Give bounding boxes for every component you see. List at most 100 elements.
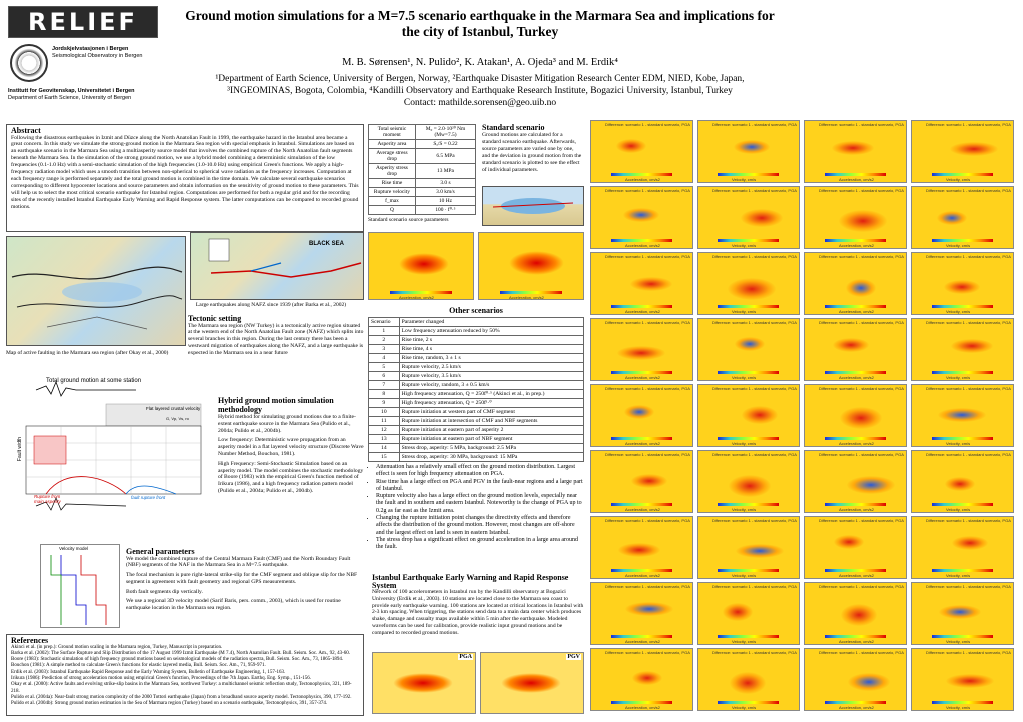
scenario-parameter: Rise time, 2 s [398, 335, 585, 345]
difference-map-title: Difference: scenario 1 - standard scenar… [926, 320, 1011, 325]
params-row: Asperity stress drop 13 MPa [368, 163, 477, 179]
difference-map-title: Difference: scenario 1 - standard scenar… [712, 254, 797, 259]
difference-blob [939, 605, 981, 619]
param-name: Q [368, 205, 416, 215]
hybrid-diagram-svg [25, 380, 202, 511]
params-row: f_max 10 Hz [368, 196, 477, 206]
scenario-number: 12 [368, 425, 400, 435]
colorbar-label: Acceleration, cm/s2 [839, 309, 874, 314]
difference-blob [840, 407, 882, 429]
difference-map: Difference: scenario 1 - standard scenar… [590, 120, 693, 183]
difference-map: Difference: scenario 1 - standard scenar… [697, 450, 800, 513]
colorbar [718, 569, 779, 572]
diagram-rupture-front: fault rupture front [131, 495, 166, 500]
difference-map: Difference: scenario 1 - standard scenar… [911, 252, 1014, 315]
hybrid-heading: Hybrid ground motion simulation methodol… [218, 396, 334, 414]
params-row: Average stress drop 6.5 MPa [368, 148, 477, 164]
colorbar [932, 173, 993, 176]
colorbar [825, 305, 886, 308]
reference-item: Bouchon (1981): A simple method to calcu… [11, 663, 266, 669]
other-table-row: 6 Rupture velocity, 3.5 km/s [368, 371, 585, 381]
colorbar-label: Velocity, cm/s [946, 441, 971, 446]
other-table-header: Scenario Parameter changed [368, 317, 585, 327]
institute-label: Jordskjelvstasjonen i Bergen Seismologic… [52, 46, 167, 60]
param-value: Sₐ/S = 0.22 [414, 139, 477, 149]
difference-map-title: Difference: scenario 1 - standard scenar… [605, 584, 690, 589]
affiliation-line-2: ³INGEOMINAS, Bogota, Colombia, ⁴Kandilli… [227, 86, 733, 96]
params-caption: Standard scenario source parameters [368, 217, 449, 223]
colorbar-label: Velocity, cm/s [946, 177, 971, 182]
params-row: Rupture velocity 3.0 km/s [368, 187, 477, 197]
naf-caption: Large earthquakes along NAFZ since 1939 … [195, 302, 347, 308]
other-table: Scenario Parameter changed 1 Low frequency … [368, 317, 585, 462]
colorbar-label: Acceleration, cm/s2 [625, 309, 660, 314]
tectonic-heading: Tectonic setting [188, 314, 242, 323]
difference-map: Difference: scenario 1 - standard scenar… [911, 648, 1014, 711]
difference-blob [741, 209, 783, 227]
difference-blob [617, 346, 665, 360]
difference-map: Difference: scenario 1 - standard scenar… [804, 384, 907, 447]
inst-c: Institutt for Geovitenskap, Universitete… [8, 88, 135, 94]
difference-blob [742, 406, 778, 424]
colorbar-label: Acceleration, cm/s2 [625, 375, 660, 380]
difference-map: Difference: scenario 1 - standard scenar… [590, 582, 693, 645]
ieew-pga-label: PGA [458, 654, 473, 660]
difference-blob [848, 673, 890, 691]
colorbar-label: Acceleration, cm/s2 [839, 705, 874, 710]
difference-map: Difference: scenario 1 - standard scenar… [911, 318, 1014, 381]
difference-blob [735, 337, 765, 351]
colorbar-label: Acceleration, cm/s2 [839, 507, 874, 512]
colorbar [825, 173, 886, 176]
other-table-row: 13 Rupture initiation at eastern part of … [368, 434, 585, 444]
colorbar [932, 437, 993, 440]
param-value: 10 Hz [414, 196, 477, 206]
other-table-row: 8 High frequency attenuation, Q = 250f⁰·⁵… [368, 389, 585, 399]
difference-map-title: Difference: scenario 1 - standard scenar… [819, 188, 904, 193]
colorbar [611, 569, 672, 572]
finding-bullet: Changing the rupture initiation point ch… [376, 515, 584, 537]
scenario-number: 9 [368, 398, 400, 408]
difference-blob [624, 405, 654, 419]
reference-item: Pulido et al. (2004a): Near-fault strong… [11, 694, 352, 700]
colorbar-label: Acceleration, cm/s2 [625, 705, 660, 710]
colorbar-label: Velocity, cm/s [946, 375, 971, 380]
general-p3: Both fault segments dip vertically. [126, 588, 203, 595]
difference-blob [630, 277, 672, 291]
other-table-row: 12 Rupture initiation at eastern part of … [368, 425, 585, 435]
reference-item: Okay et al. (2000): Active faults and ev… [11, 682, 352, 694]
velocity-model-title: Velocity model [59, 546, 89, 551]
difference-map-title: Difference: scenario 1 - standard scenar… [819, 584, 904, 589]
difference-map-title: Difference: scenario 1 - standard scenar… [819, 254, 904, 259]
finding-bullet: Rupture velocity also has a large effect… [376, 493, 584, 515]
reference-item: Boore (1983): Stochastic simulation of h… [11, 657, 344, 663]
general-p2: The focal mechanism is pure right-latera… [126, 572, 358, 585]
colorbar [825, 239, 886, 242]
other-bullets: Attenuation has a relatively small effec… [368, 464, 584, 552]
difference-blob [952, 536, 988, 550]
scenario-number: 15 [368, 452, 400, 462]
diagram-layer-label: Flat layered crustal velocity [146, 406, 201, 411]
difference-map: Difference: scenario 1 - standard scenar… [697, 318, 800, 381]
scenario-parameter: Rise time, random, 3 ± 1 s [398, 353, 585, 363]
other-table-row: 11 Rupture initiation at intersection of … [368, 416, 585, 426]
scenario-number: 5 [368, 362, 400, 372]
tectonic-section: Tectonic setting The Marmara sea region … [188, 315, 364, 360]
references-heading: References [11, 636, 49, 645]
colorbar-label: Acceleration, cm/s2 [839, 573, 874, 578]
colorbar-label: Velocity, cm/s [732, 639, 757, 644]
scenario-number: 7 [368, 380, 400, 390]
colorbar-label: Acceleration, cm/s2 [839, 375, 874, 380]
ieew-pga-map: PGA [372, 652, 476, 714]
difference-map-title: Difference: scenario 1 - standard scenar… [605, 452, 690, 457]
difference-blob [833, 338, 869, 352]
scenario-number: 3 [368, 344, 400, 354]
param-value: M₀ = 2.0·10²⁰ Nm (Mw=7.5) [414, 124, 477, 140]
difference-blob [625, 602, 673, 616]
colorbar-label: Acceleration, cm/s2 [625, 639, 660, 644]
other-table-row: 7 Rupture velocity, random, 3 ± 0.5 km/s [368, 380, 585, 390]
difference-map-title: Difference: scenario 1 - standard scenar… [926, 254, 1011, 259]
difference-map: Difference: scenario 1 - standard scenar… [590, 516, 693, 579]
difference-blob [730, 672, 766, 694]
difference-map: Difference: scenario 1 - standard scenar… [590, 186, 693, 249]
colorbar [611, 701, 672, 704]
